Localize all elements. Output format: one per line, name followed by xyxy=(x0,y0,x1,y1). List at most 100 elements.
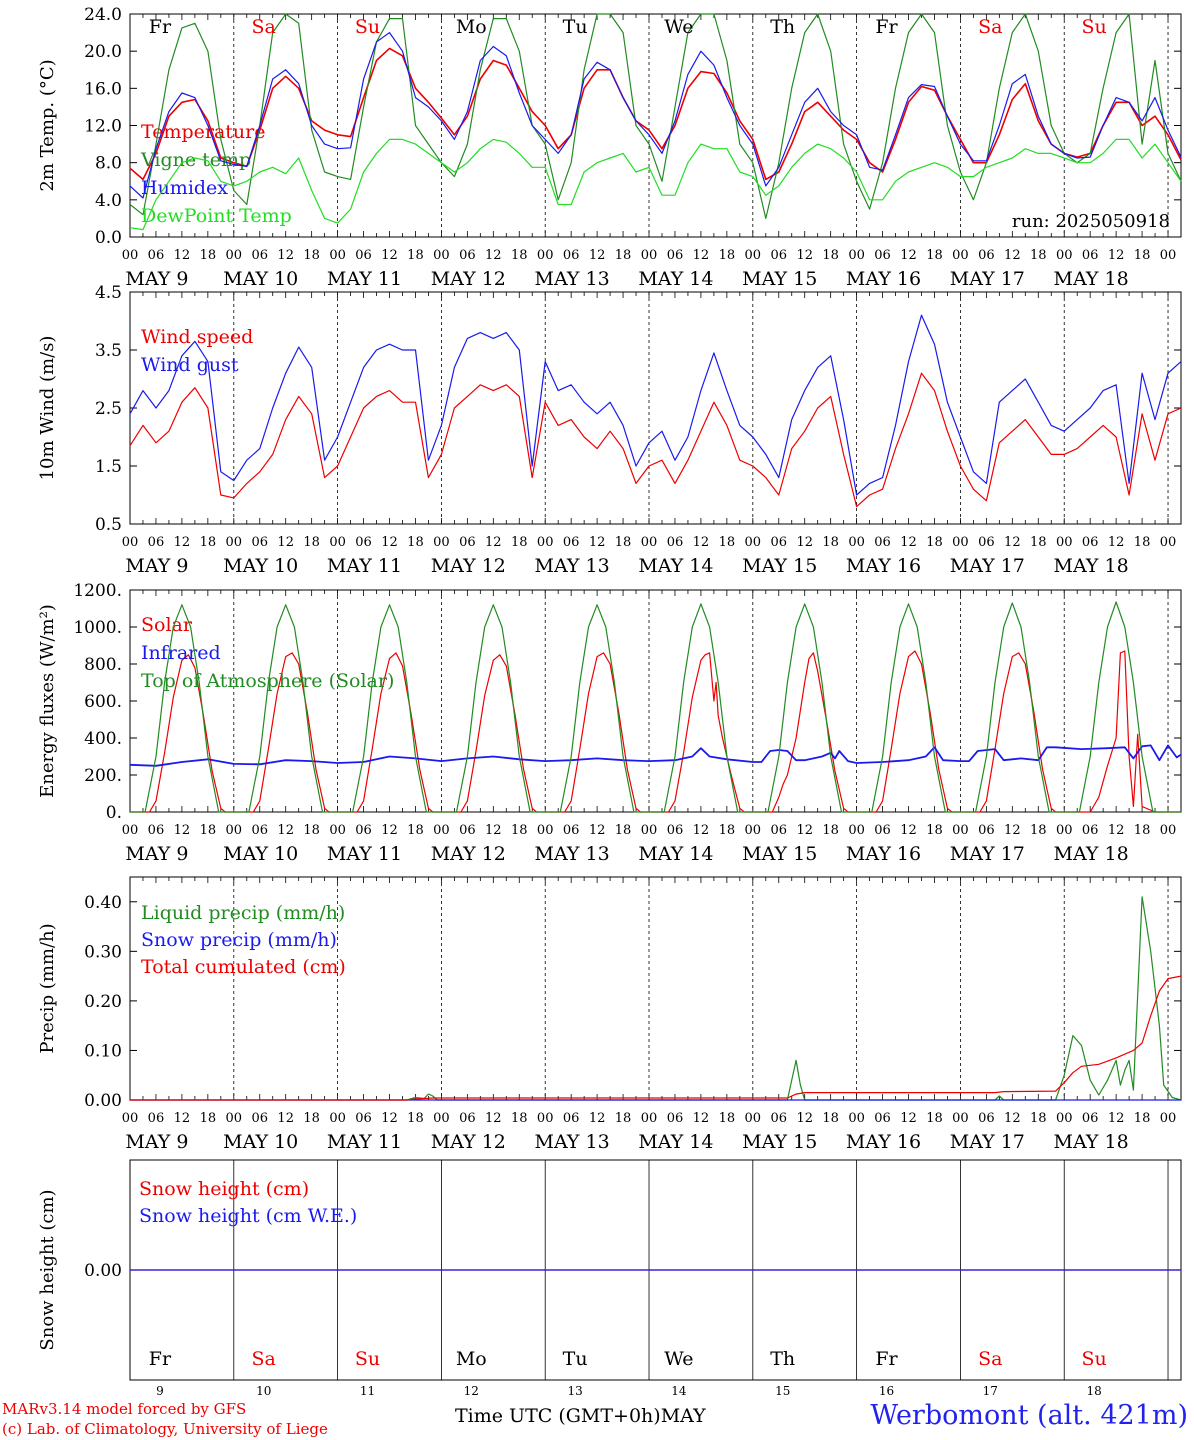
x-hour-tick-label: 00 xyxy=(745,1111,762,1126)
x-hour-tick-label: 00 xyxy=(641,248,658,263)
x-hour-tick-label: 00 xyxy=(329,535,346,550)
x-hour-tick-label: 00 xyxy=(641,535,658,550)
x-hour-tick-label: 12 xyxy=(381,535,398,550)
x-hour-tick-label: 06 xyxy=(355,1111,372,1126)
day-number-label: 14 xyxy=(671,1384,687,1398)
legend-entry: Wind gust xyxy=(141,354,239,376)
weekday-label: We xyxy=(664,16,693,38)
legend-entry: Snow height (cm) xyxy=(139,1178,309,1200)
x-hour-tick-label: 18 xyxy=(303,823,320,838)
x-hour-tick-label: 12 xyxy=(277,1111,294,1126)
x-hour-tick-label: 00 xyxy=(1160,535,1177,550)
legend-entry: Wind speed xyxy=(141,326,253,348)
x-date-label: MAY 14 xyxy=(638,268,713,290)
x-hour-tick-label: 06 xyxy=(978,1111,995,1126)
x-hour-tick-label: 06 xyxy=(355,248,372,263)
weekday-label: Fr xyxy=(149,16,172,38)
x-hour-tick-label: 12 xyxy=(485,823,502,838)
x-hour-tick-label: 00 xyxy=(745,248,762,263)
x-hour-tick-label: 06 xyxy=(563,248,580,263)
x-hour-tick-label: 06 xyxy=(563,823,580,838)
x-date-label: MAY 9 xyxy=(125,1131,188,1153)
x-hour-tick-label: 18 xyxy=(822,1111,839,1126)
x-hour-tick-label: 12 xyxy=(174,1111,191,1126)
x-hour-tick-label: 00 xyxy=(537,248,554,263)
x-date-label: MAY 16 xyxy=(846,555,921,577)
x-date-label: MAY 18 xyxy=(1054,555,1129,577)
x-date-label: MAY 17 xyxy=(950,843,1025,865)
x-hour-tick-label: 12 xyxy=(174,535,191,550)
x-hour-tick-label: 06 xyxy=(459,823,476,838)
x-hour-tick-label: 06 xyxy=(1082,535,1099,550)
x-hour-tick-label: 00 xyxy=(329,1111,346,1126)
legend-entry: Top of Atmosphere (Solar) xyxy=(141,670,394,692)
x-hour-tick-label: 12 xyxy=(796,1111,813,1126)
x-hour-tick-label: 12 xyxy=(589,1111,606,1126)
x-hour-tick-label: 00 xyxy=(1056,1111,1073,1126)
x-hour-tick-label: 00 xyxy=(122,823,139,838)
y-tick-label: 0.00 xyxy=(84,1091,122,1111)
y-tick-label: 0.10 xyxy=(84,1041,122,1061)
y-axis-label: 2m Temp. (°C) xyxy=(37,59,58,191)
weekday-label: Su xyxy=(355,16,380,38)
weekday-label: Fr xyxy=(875,16,898,38)
x-hour-tick-label: 18 xyxy=(407,823,424,838)
x-hour-tick-label: 12 xyxy=(900,535,917,550)
x-hour-tick-label: 18 xyxy=(511,535,528,550)
legend-entry: Temperature xyxy=(141,121,265,143)
x-hour-tick-label: 18 xyxy=(1030,1111,1047,1126)
x-axis-title-text: Time UTC (GMT+0h) xyxy=(455,1405,661,1427)
x-date-label: MAY 13 xyxy=(535,843,610,865)
x-hour-tick-label: 12 xyxy=(693,1111,710,1126)
x-hour-tick-label: 06 xyxy=(978,248,995,263)
weekday-label: Tu xyxy=(563,16,588,38)
x-hour-tick-label: 06 xyxy=(667,535,684,550)
x-date-label: MAY 15 xyxy=(742,1131,817,1153)
x-hour-tick-label: 00 xyxy=(1160,248,1177,263)
x-hour-tick-label: 06 xyxy=(667,823,684,838)
x-hour-tick-label: 12 xyxy=(1108,1111,1125,1126)
x-date-label: MAY 13 xyxy=(535,268,610,290)
weekday-label: Mo xyxy=(456,1348,487,1370)
station-name: Werbomont (alt. 421m) xyxy=(870,1400,1188,1431)
x-hour-tick-label: 18 xyxy=(303,248,320,263)
y-tick-label: 1.5 xyxy=(95,457,122,477)
x-date-label: MAY 11 xyxy=(327,843,402,865)
weekday-label: Su xyxy=(1081,1348,1106,1370)
day-number-label: 9 xyxy=(156,1384,164,1398)
credit-lab: (c) Lab. of Climatology, University of L… xyxy=(2,1420,328,1438)
x-axis-title: Time UTC (GMT+0h)MAY xyxy=(455,1405,706,1427)
x-hour-tick-label: 06 xyxy=(770,823,787,838)
x-hour-tick-label: 12 xyxy=(589,248,606,263)
weekday-label: Su xyxy=(1081,16,1106,38)
day-number-label: 16 xyxy=(879,1384,894,1398)
weekday-label: Th xyxy=(770,1348,795,1370)
x-hour-tick-label: 18 xyxy=(822,535,839,550)
x-date-label: MAY 15 xyxy=(742,843,817,865)
x-hour-tick-label: 00 xyxy=(433,1111,450,1126)
x-hour-tick-label: 18 xyxy=(926,823,943,838)
day-number-label: 11 xyxy=(360,1384,375,1398)
x-hour-tick-label: 00 xyxy=(1160,823,1177,838)
x-hour-tick-label: 18 xyxy=(926,248,943,263)
x-hour-tick-label: 12 xyxy=(277,535,294,550)
x-date-label: MAY 18 xyxy=(1054,843,1129,865)
x-hour-tick-label: 12 xyxy=(381,248,398,263)
x-date-label: MAY 10 xyxy=(223,555,298,577)
x-hour-tick-label: 06 xyxy=(874,535,891,550)
x-date-label: MAY 11 xyxy=(327,1131,402,1153)
x-hour-tick-label: 12 xyxy=(693,535,710,550)
x-hour-tick-label: 18 xyxy=(1134,248,1151,263)
x-hour-tick-label: 00 xyxy=(226,535,243,550)
x-hour-tick-label: 06 xyxy=(251,248,268,263)
x-hour-tick-label: 06 xyxy=(563,1111,580,1126)
y-axis-label: Snow height (cm) xyxy=(37,1189,58,1350)
y-tick-label: 3.5 xyxy=(95,341,122,361)
x-hour-tick-label: 18 xyxy=(615,1111,632,1126)
plot-frame xyxy=(129,589,1182,813)
series-line-top-of-atmosphere-solar- xyxy=(130,601,1181,813)
x-hour-tick-label: 18 xyxy=(303,1111,320,1126)
x-hour-tick-label: 00 xyxy=(641,1111,658,1126)
x-hour-tick-label: 18 xyxy=(1030,535,1047,550)
